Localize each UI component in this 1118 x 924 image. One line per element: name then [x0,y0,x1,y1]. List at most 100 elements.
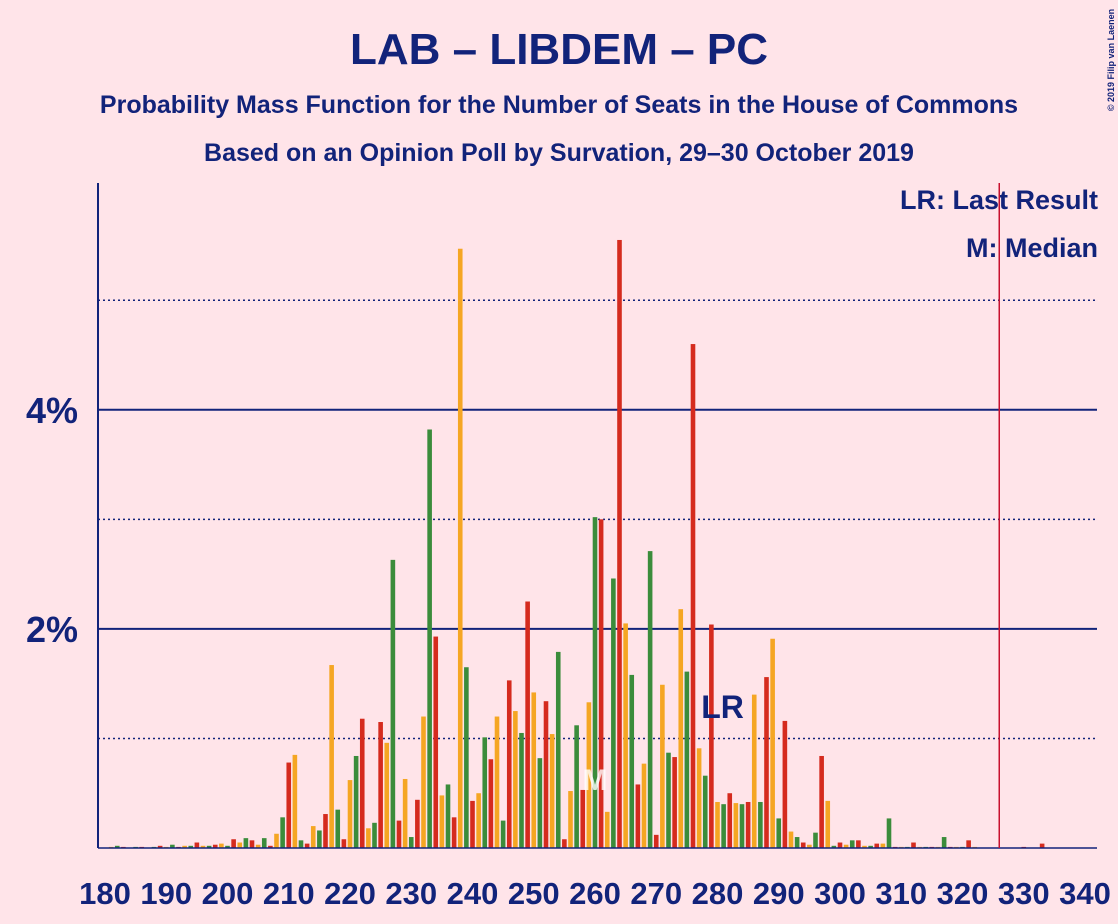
bar [966,840,971,848]
bar [672,757,677,848]
bar [641,763,647,848]
bar [715,801,720,848]
bar [378,722,383,848]
bar [415,799,420,848]
bar [856,840,861,848]
bar [660,684,665,848]
bar [280,817,285,848]
bar [157,845,163,848]
bar [617,239,622,849]
bar [911,842,916,848]
bar [408,837,414,848]
bar [268,845,273,848]
bar [794,837,800,848]
bar [427,429,432,848]
x-tick-label: 280 [692,876,744,911]
bar [525,601,530,848]
bar [384,742,390,848]
bar [586,702,592,848]
bar [531,692,537,848]
bar [604,811,610,848]
bar [868,845,873,848]
bar [500,820,506,848]
x-tick-label: 250 [508,876,560,911]
bar [206,845,212,848]
bar [580,789,586,848]
bar [451,817,457,848]
bar [721,804,726,848]
bar [549,734,555,848]
bar [519,732,524,848]
bar [568,791,573,848]
bar [310,826,316,848]
bar [788,831,794,848]
bar [880,843,886,848]
x-tick-label: 270 [630,876,682,911]
bar [255,844,261,848]
bar [629,674,635,848]
bar [751,694,757,848]
bar [574,725,579,848]
bar [709,624,714,848]
bar [231,839,236,848]
bar [537,758,543,848]
bar [225,845,230,848]
x-tick-label: 230 [385,876,437,911]
bar [298,840,304,848]
bar [274,833,279,848]
bar [402,778,408,848]
bar [666,752,671,848]
bar [807,844,812,848]
bar [317,830,322,848]
bar [1039,843,1045,848]
bar [390,559,396,848]
bar [874,843,880,848]
bar [776,818,782,848]
bar [727,793,733,848]
subtitle: Probability Mass Function for the Number… [100,91,1018,119]
x-tick-label: 210 [263,876,315,911]
y-tick-label: 4% [26,390,78,431]
bar [323,814,328,848]
bar [598,519,604,848]
bar [653,834,659,848]
bar [837,842,843,848]
bar [200,845,206,848]
bar [464,667,469,848]
bar [335,809,341,848]
bar [219,843,224,848]
bar [678,609,684,848]
chart-title: LAB – LIBDEM – PC [350,25,768,74]
bar [813,832,818,848]
bar [292,754,298,848]
bar [770,638,775,848]
y-tick-label: 2% [26,609,78,650]
bar [212,844,218,848]
bar [647,551,653,848]
bar [341,839,347,848]
bar [635,784,641,848]
bar [506,680,512,848]
bar [555,651,561,848]
bar [592,517,598,848]
x-tick-label: 240 [447,876,499,911]
bar [433,636,439,848]
bar [831,845,837,848]
x-tick-label: 340 [1059,876,1111,911]
bar [825,800,831,848]
bar [513,711,518,848]
bar [304,843,310,848]
bar [114,845,120,848]
bar [366,828,371,848]
bar [758,801,763,848]
bar [800,842,806,848]
x-tick-label: 180 [79,876,131,911]
bar [194,842,200,848]
median-label: M [583,764,608,797]
bar [286,762,292,848]
bar [733,803,739,848]
x-tick-label: 300 [814,876,866,911]
bar [182,845,187,848]
